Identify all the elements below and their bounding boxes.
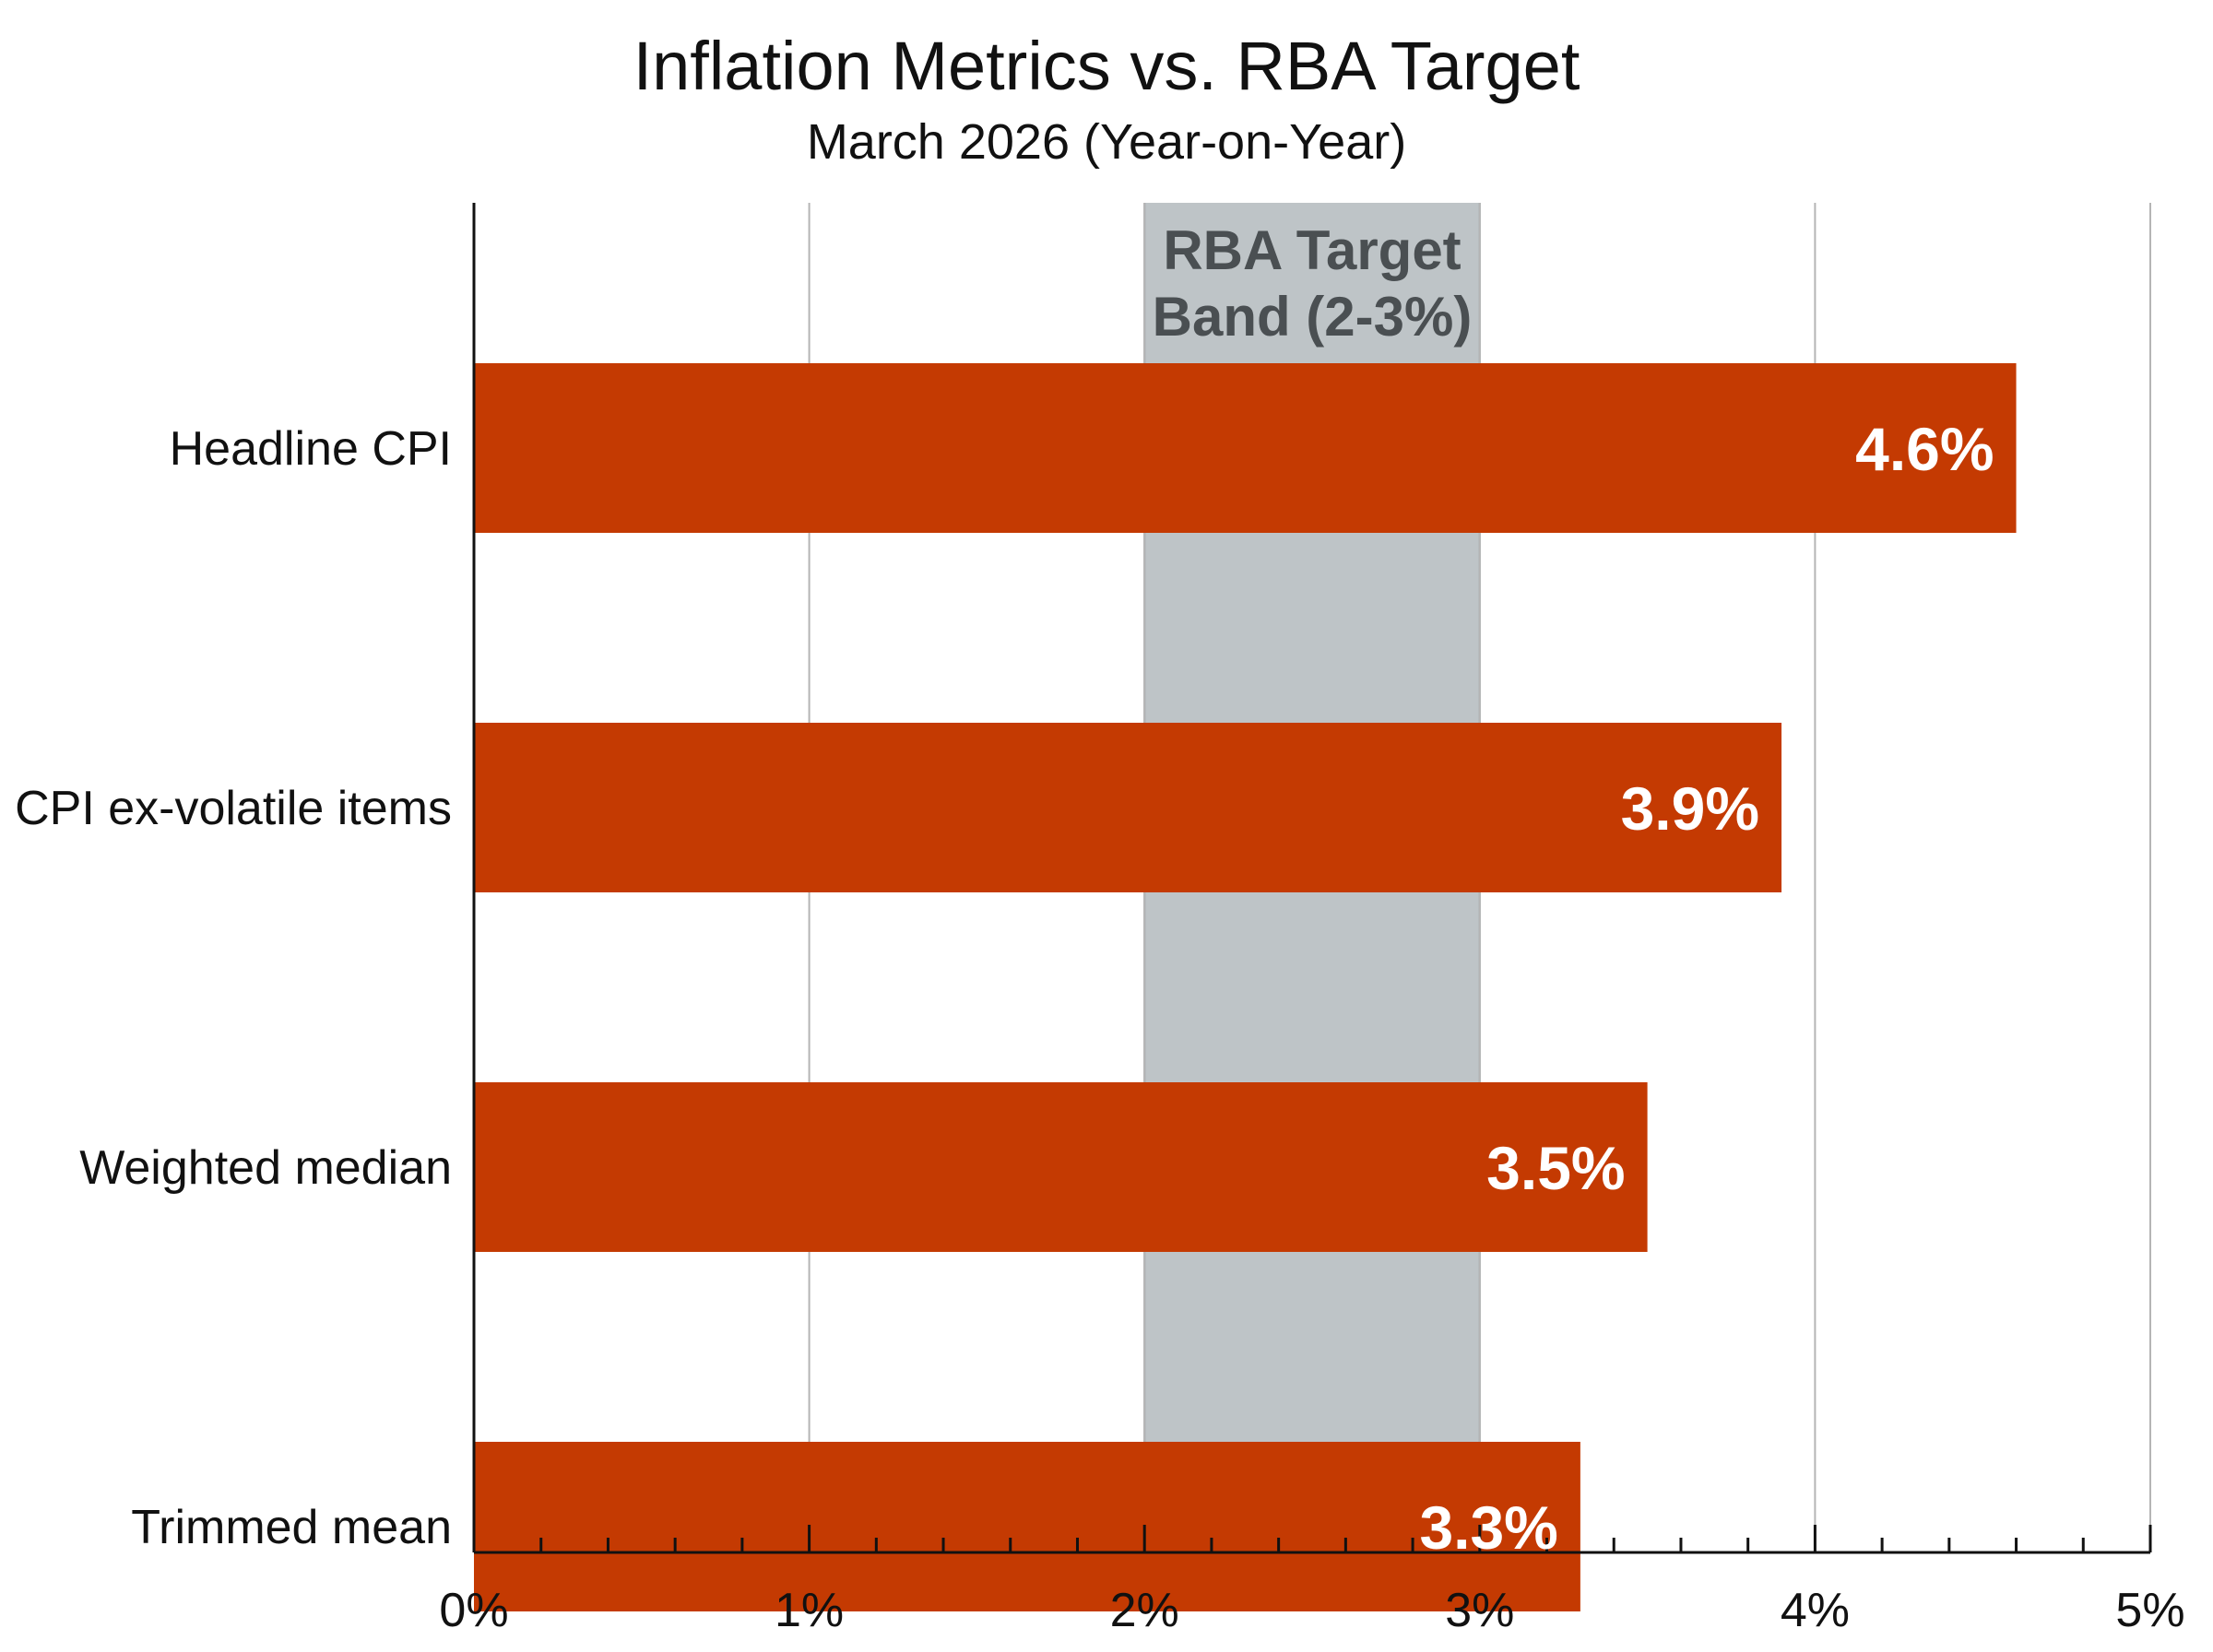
category-label: Weighted median <box>79 1141 452 1195</box>
bar-value-label: 3.5% <box>1486 1134 1625 1202</box>
bar-value-label: 4.6% <box>1855 415 1994 483</box>
bar-value-label: 3.9% <box>1621 774 1759 843</box>
bar <box>474 1442 1580 1611</box>
bar <box>474 723 1782 892</box>
x-tick-label: 1% <box>775 1584 844 1637</box>
category-label: CPI ex-volatile items <box>15 782 452 835</box>
bar <box>474 1082 1648 1252</box>
target-band-label: RBA Target <box>1163 219 1461 281</box>
bar <box>474 363 2017 533</box>
x-tick-label: 4% <box>1781 1584 1850 1637</box>
bar-value-label: 3.3% <box>1419 1493 1557 1562</box>
x-tick-label: 2% <box>1110 1584 1179 1637</box>
category-label: Trimmed mean <box>131 1501 452 1554</box>
x-tick-label: 5% <box>2115 1584 2184 1637</box>
chart-subtitle: March 2026 (Year-on-Year) <box>806 114 1407 170</box>
target-band-label: Band (2-3%) <box>1153 286 1473 348</box>
chart-title: Inflation Metrics vs. RBA Target <box>633 28 1580 104</box>
x-tick-label: 3% <box>1445 1584 1514 1637</box>
x-tick-label: 0% <box>439 1584 508 1637</box>
category-label: Headline CPI <box>170 422 452 476</box>
